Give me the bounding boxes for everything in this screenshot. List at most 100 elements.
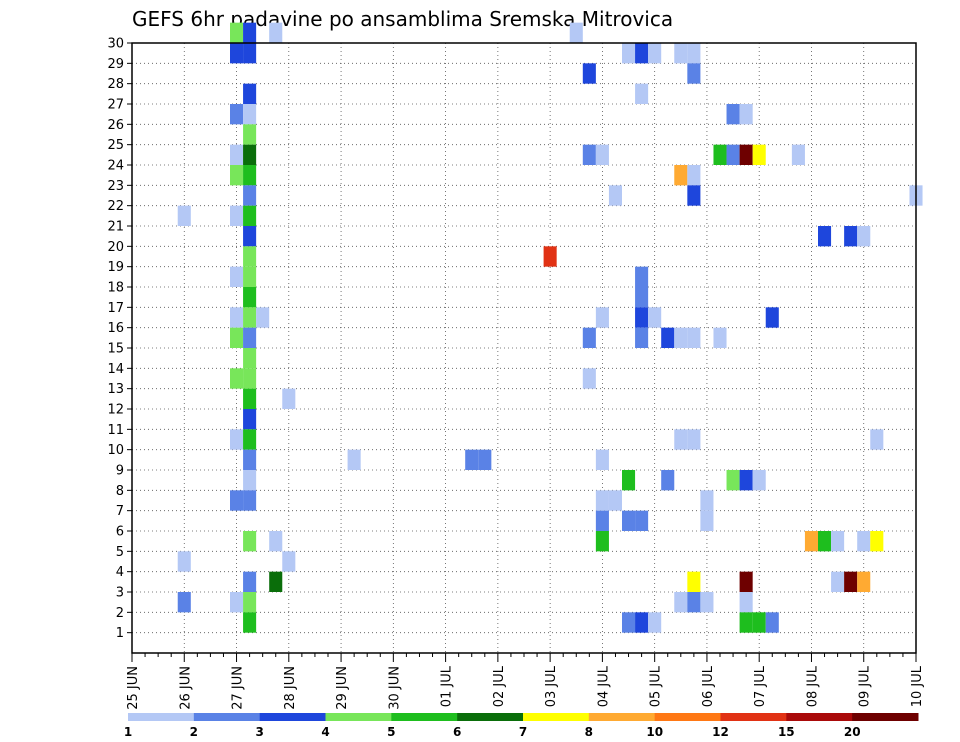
precip-cell [243,83,257,104]
precip-cell [269,531,283,552]
precip-cell [230,592,244,613]
precip-cell [726,104,740,125]
precip-cell [726,470,740,491]
precip-cell [230,266,244,287]
y-tick-label: 7 [116,504,124,519]
y-tick-label: 12 [107,403,124,418]
legend-swatch [193,713,261,721]
x-tick-label: 10 JUL [910,665,925,707]
legend-label: 12 [712,725,729,739]
x-tick-label: 08 JUL [806,665,821,707]
precip-cell [635,327,649,348]
precip-cell [282,388,296,409]
precip-cell [870,531,884,552]
y-tick-label: 18 [107,281,124,296]
y-tick-label: 20 [107,240,124,255]
precip-cell [243,246,257,267]
precip-cell [243,388,257,409]
precip-cell [661,327,675,348]
legend-label: 8 [585,725,593,739]
precip-cell [687,185,701,206]
precip-cell [230,104,244,125]
precip-cell [243,287,257,308]
precip-cell [243,327,257,348]
precip-cell [857,226,871,247]
precip-cell [831,531,845,552]
precip-cell [230,490,244,511]
precip-cell [230,327,244,348]
legend-swatch [852,713,919,721]
precip-cell [282,551,296,572]
y-tick-label: 26 [107,118,124,133]
legend-swatch [523,713,590,721]
x-tick-label: 01 JUL [440,665,455,707]
x-tick-label: 27 JUN [231,666,246,710]
y-tick-label: 14 [107,362,124,377]
precip-cell [674,429,688,450]
precip-cell [595,531,609,552]
precip-cell [818,531,832,552]
precip-cell [230,43,244,64]
precip-cell [857,571,871,592]
y-tick-label: 5 [116,545,124,560]
y-tick-label: 15 [107,342,124,357]
precip-cell [700,490,714,511]
y-tick-label: 6 [116,525,124,540]
x-axis: 25 JUN 26 JUN 27 JUN 28 JUN 29 JUN 30 JUN 01 J… [126,653,925,710]
x-tick-label: 25 JUN [126,666,141,710]
legend-label: 6 [453,725,461,739]
precip-cell [230,165,244,186]
legend-swatch [457,713,524,721]
y-tick-label: 21 [107,220,124,235]
x-tick-label: 29 JUN [335,666,350,710]
legend-label: 3 [256,725,264,739]
precip-cell [243,185,257,206]
precip-cell [844,571,858,592]
legend-swatch [786,713,853,721]
precip-cell [595,449,609,470]
precip-cell [622,43,636,64]
precip-cell [661,470,675,491]
precip-cell [674,592,688,613]
y-tick-label: 22 [107,199,124,214]
precip-cell [687,327,701,348]
legend-swatch [128,713,195,721]
precip-cell [635,287,649,308]
precip-cell [543,246,557,267]
legend-label: 2 [190,725,198,739]
precip-cell [687,429,701,450]
y-tick-label: 13 [107,382,124,397]
precip-cell [230,205,244,226]
precip-cell [635,307,649,328]
precip-cell [739,144,753,165]
legend-swatch [259,713,326,721]
precip-cell [739,571,753,592]
legend-label: 1 [124,725,132,739]
precip-cell [243,205,257,226]
precip-cell [243,144,257,165]
precip-cell [269,571,283,592]
legend-label: 20 [844,725,861,739]
grid-lines [132,42,916,653]
legend-swatch [325,713,392,721]
precip-cell [177,592,191,613]
precip-cell [569,22,583,43]
precip-cell [582,368,596,389]
precip-cell [243,449,257,470]
precip-cell [648,307,662,328]
precip-cell [739,592,753,613]
precip-cell [687,571,701,592]
precip-cell [243,490,257,511]
x-tick-label: 02 JUL [492,665,507,707]
precip-cell [700,592,714,613]
precip-cell [230,429,244,450]
precip-cell [739,612,753,633]
x-tick-label: 05 JUL [649,665,664,707]
y-tick-label: 1 [116,626,124,641]
legend-label: 5 [387,725,395,739]
precip-cell [791,144,805,165]
precip-cell [243,307,257,328]
legend-label: 7 [519,725,527,739]
y-tick-label: 25 [107,138,124,153]
precip-cell [674,327,688,348]
